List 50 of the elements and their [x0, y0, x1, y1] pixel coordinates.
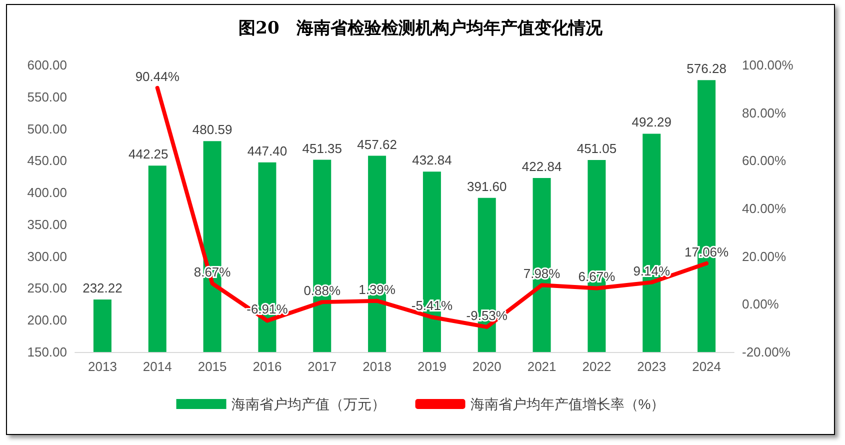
x-tick-label: 2013: [88, 359, 117, 374]
data-label: 432.84: [412, 152, 452, 168]
legend-label: 海南省户均年产值增长率（%）: [470, 396, 665, 412]
y2-tick-label: 100.00%: [742, 58, 794, 72]
y-tick-label: 450.00: [27, 153, 67, 168]
y2-tick-label: 20.00%: [742, 248, 787, 264]
data-label: 451.35: [302, 140, 342, 156]
y2-tick-label: -20.00%: [742, 344, 791, 360]
y-tick-label: 300.00: [27, 248, 67, 264]
data-label: 6.67%: [578, 269, 616, 284]
x-tick-label: 2014: [142, 359, 172, 374]
x-tick-label: 2020: [472, 359, 502, 374]
data-label: 576.28: [686, 61, 726, 76]
y-tick-label: 150.00: [27, 344, 67, 360]
data-label: 391.60: [466, 178, 507, 194]
data-label: -9.53%: [466, 308, 508, 323]
data-label: 447.40: [247, 143, 288, 158]
data-label: 492.29: [632, 114, 672, 130]
data-label: -6.91%: [246, 302, 288, 317]
chart-title: 图20 海南省检验检测机构户均年产值变化情况: [238, 18, 604, 38]
y-tick-label: 600.00: [27, 58, 67, 72]
x-tick-label: 2021: [527, 359, 556, 374]
data-label: 7.98%: [523, 266, 561, 282]
x-tick-label: 2022: [582, 359, 612, 374]
y-tick-label: 550.00: [27, 89, 67, 104]
data-label: 8.67%: [194, 264, 232, 280]
y2-tick-label: 0.00%: [742, 296, 780, 312]
y-tick-label: 500.00: [27, 121, 67, 136]
y-tick-label: 350.00: [27, 216, 67, 232]
data-label: 480.59: [192, 122, 232, 138]
data-label: 442.25: [128, 146, 168, 162]
data-label: 232.22: [82, 280, 122, 296]
y2-tick-label: 40.00%: [742, 201, 787, 216]
y-tick-label: 200.00: [27, 312, 67, 328]
x-tick-label: 2019: [417, 359, 446, 374]
y2-tick-label: 60.00%: [742, 153, 787, 168]
x-tick-label: 2024: [692, 359, 722, 374]
y-tick-label: 400.00: [27, 185, 67, 200]
x-tick-label: 2015: [198, 359, 227, 374]
data-label: 457.62: [357, 136, 397, 152]
y2-tick-label: 80.00%: [742, 105, 787, 120]
data-label: 90.44%: [135, 68, 180, 84]
y-tick-label: 250.00: [27, 280, 67, 296]
x-tick-label: 2016: [252, 359, 282, 374]
x-tick-label: 2017: [308, 359, 337, 374]
x-tick-label: 2023: [637, 359, 666, 374]
legend-label: 海南省户均产值（万元）: [231, 396, 386, 412]
data-label: 451.05: [576, 140, 617, 156]
data-label: 422.84: [522, 158, 562, 174]
x-tick-label: 2018: [362, 359, 392, 374]
